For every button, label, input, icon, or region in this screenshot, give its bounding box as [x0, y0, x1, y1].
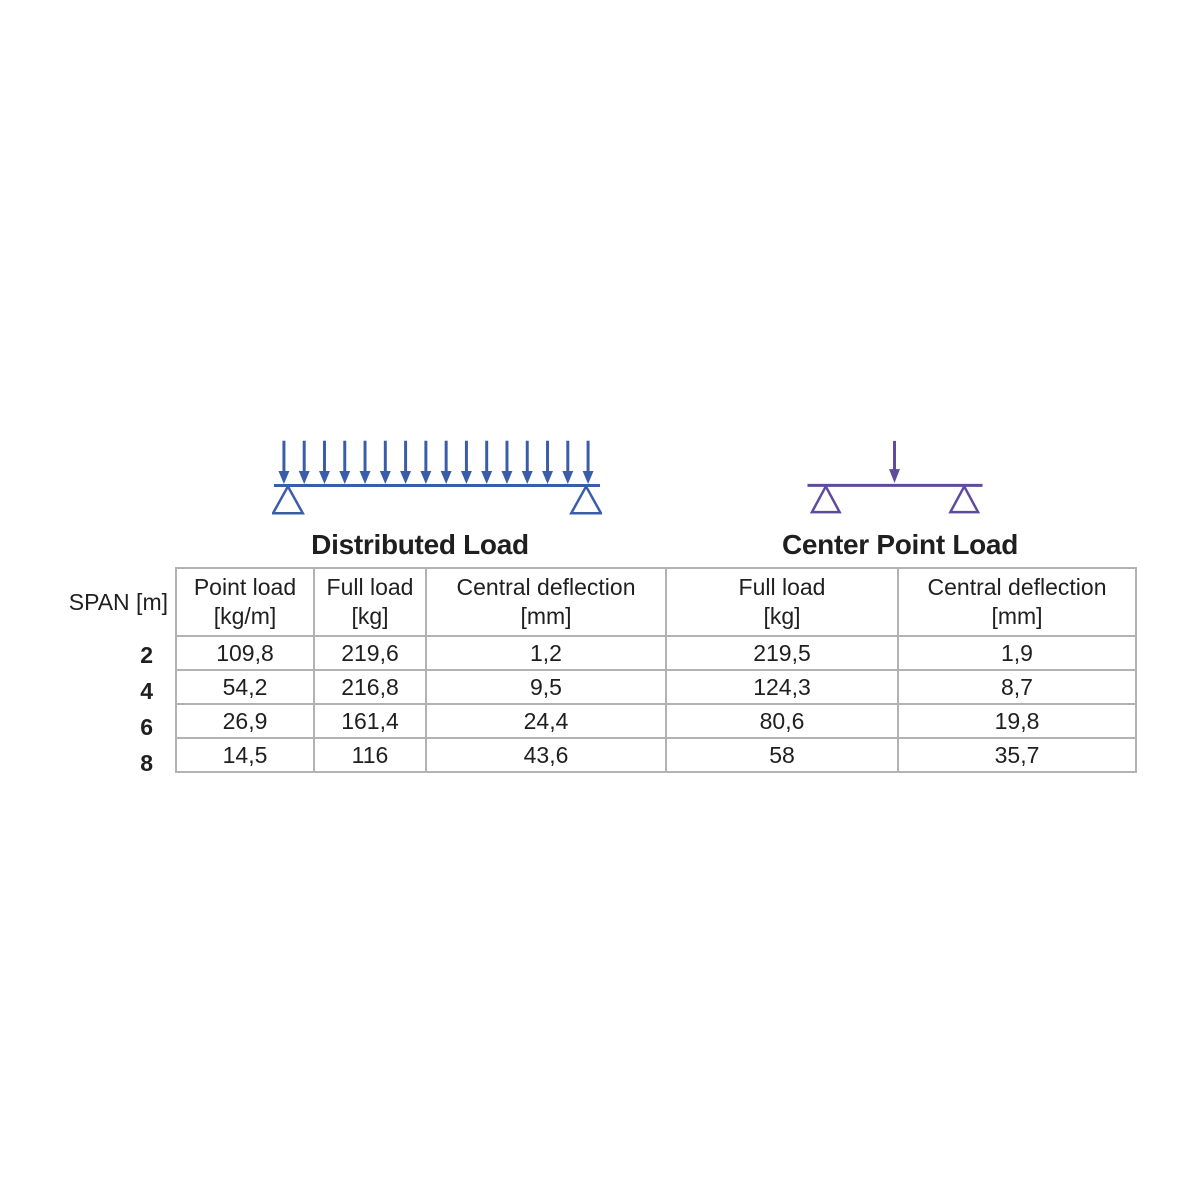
table-cell: 19,8 — [897, 703, 1137, 739]
table-cell: 161,4 — [313, 703, 427, 739]
support-triangle-left-icon — [809, 483, 842, 514]
table-cell: 80,6 — [665, 703, 899, 739]
load-table: Point load [kg/m] Full load [kg] Central… — [175, 567, 1137, 773]
column-header-label: Point load — [193, 574, 297, 600]
table-cell: 24,4 — [425, 703, 667, 739]
table-cell: 109,8 — [175, 635, 315, 671]
column-header-unit: [kg] — [351, 603, 389, 629]
table-cell: 1,9 — [897, 635, 1137, 671]
distributed-load-diagram — [272, 439, 602, 515]
distributed-load-title: Distributed Load — [311, 529, 529, 560]
column-header-unit: [kg/m] — [213, 603, 277, 629]
center-point-load-arrow — [889, 440, 900, 483]
table-header-row: Point load [kg/m] Full load [kg] Central… — [175, 567, 1137, 637]
column-header-label: Full load — [738, 574, 826, 600]
span-column-header: SPAN [m] — [68, 588, 168, 615]
distributed-load-arrows — [276, 439, 596, 486]
table-cell: 9,5 — [425, 669, 667, 705]
table-row: 109,8 219,6 1,2 219,5 1,9 — [175, 635, 1137, 671]
column-header-label: Full load — [326, 574, 414, 600]
span-row-label: 6 — [140, 713, 153, 740]
span-row-label: 8 — [140, 749, 153, 776]
center-point-load-title: Center Point Load — [781, 529, 1019, 560]
table-cell: 26,9 — [175, 703, 315, 739]
column-header-central-deflection-center-point: Central deflection [mm] — [897, 567, 1137, 637]
support-triangle-left-icon — [272, 483, 305, 515]
column-header-label: Central deflection — [927, 574, 1107, 600]
column-header-full-load-distributed: Full load [kg] — [313, 567, 427, 637]
column-header-point-load: Point load [kg/m] — [175, 567, 315, 637]
column-header-unit: [mm] — [991, 603, 1043, 629]
support-triangle-right-icon — [948, 483, 981, 514]
span-row-label: 2 — [140, 641, 153, 668]
table-cell: 219,6 — [313, 635, 427, 671]
table-cell: 43,6 — [425, 737, 667, 773]
table-cell: 35,7 — [897, 737, 1137, 773]
table-cell: 1,2 — [425, 635, 667, 671]
table-cell: 14,5 — [175, 737, 315, 773]
column-header-unit: [kg] — [763, 603, 801, 629]
table-cell: 54,2 — [175, 669, 315, 705]
support-triangle-right-icon — [569, 483, 602, 515]
table-cell: 124,3 — [665, 669, 899, 705]
table-cell: 216,8 — [313, 669, 427, 705]
column-header-full-load-center-point: Full load [kg] — [665, 567, 899, 637]
table-cell: 8,7 — [897, 669, 1137, 705]
column-header-central-deflection-distributed: Central deflection [mm] — [425, 567, 667, 637]
column-header-unit: [mm] — [520, 603, 572, 629]
table-cell: 58 — [665, 737, 899, 773]
center-point-load-diagram — [807, 440, 983, 514]
table-cell: 116 — [313, 737, 427, 773]
span-row-label: 4 — [140, 677, 153, 704]
table-row: 14,5 116 43,6 58 35,7 — [175, 737, 1137, 773]
table-row: 26,9 161,4 24,4 80,6 19,8 — [175, 703, 1137, 739]
column-header-label: Central deflection — [456, 574, 636, 600]
table-row: 54,2 216,8 9,5 124,3 8,7 — [175, 669, 1137, 705]
table-cell: 219,5 — [665, 635, 899, 671]
